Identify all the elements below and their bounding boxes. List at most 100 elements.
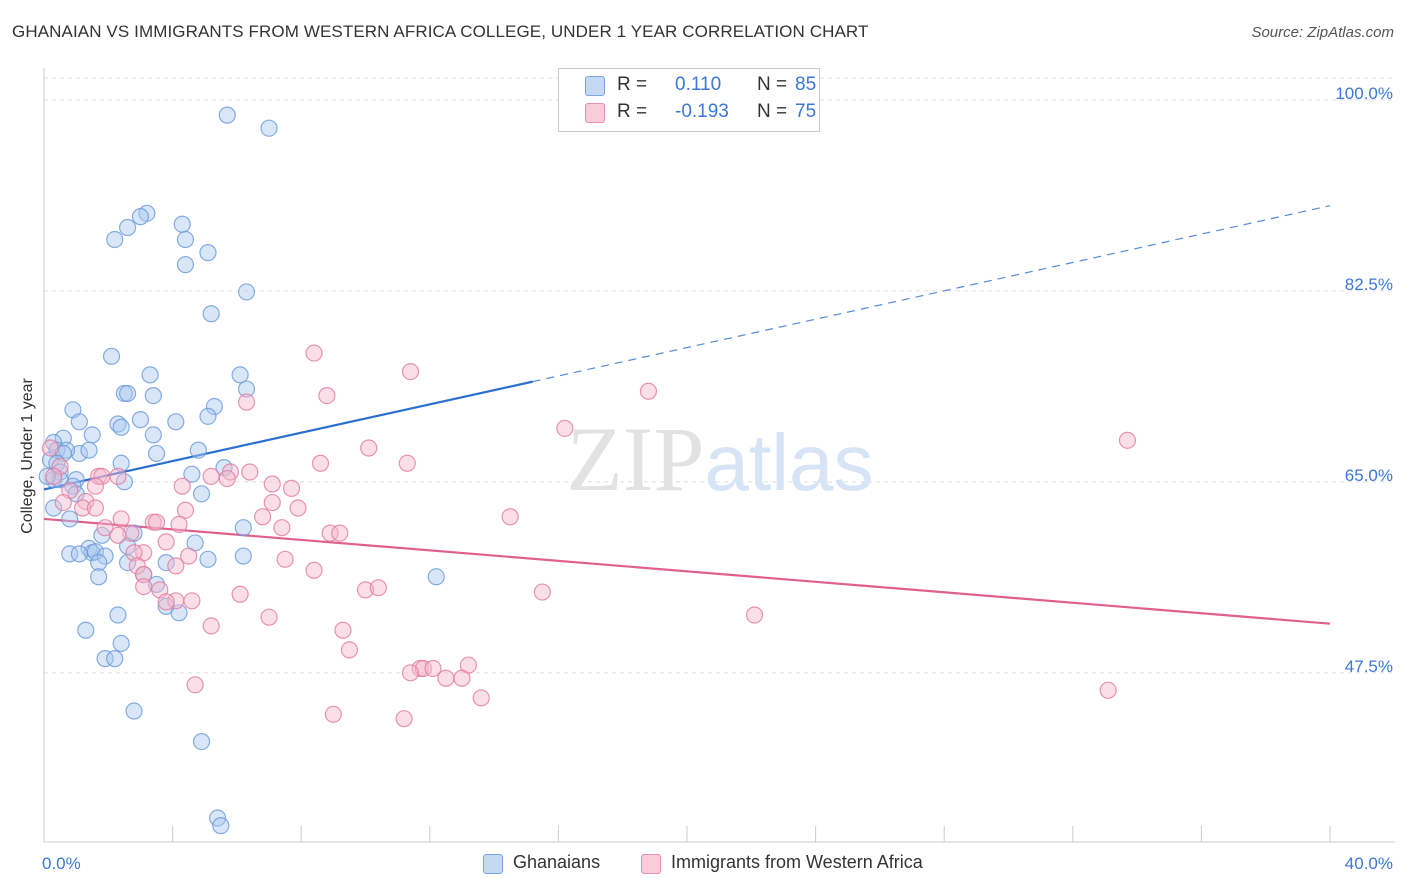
- y-axis-label: College, Under 1 year: [19, 378, 36, 534]
- data-point: [45, 499, 63, 517]
- data-points: [38, 106, 1137, 835]
- data-point: [202, 305, 220, 323]
- data-point: [96, 519, 114, 537]
- data-point: [472, 689, 490, 707]
- data-point: [144, 387, 162, 405]
- data-point: [263, 475, 281, 493]
- data-point: [276, 550, 294, 568]
- x-tick-label: 40.0%: [1345, 854, 1393, 873]
- data-point: [167, 557, 185, 575]
- data-point: [241, 463, 259, 481]
- data-point: [356, 581, 375, 599]
- y-tick-label: 47.5%: [1345, 657, 1393, 676]
- bottom-legend-swatch-immigrants: [641, 854, 661, 874]
- legend-n-label: N =: [757, 101, 788, 122]
- data-point: [202, 467, 220, 485]
- data-point: [453, 669, 471, 687]
- data-point: [260, 119, 278, 137]
- y-tick-label: 65.0%: [1345, 466, 1393, 485]
- data-point: [424, 659, 442, 678]
- data-point: [340, 641, 359, 659]
- watermark: ZIPatlas: [567, 408, 874, 510]
- data-point: [122, 524, 140, 542]
- legend-swatch-immigrants: [585, 103, 605, 123]
- data-point: [102, 347, 121, 365]
- legend-r-value: -0.193: [675, 101, 729, 122]
- data-point: [54, 493, 72, 512]
- data-point: [414, 659, 432, 678]
- y-tick-label: 100.0%: [1335, 84, 1393, 103]
- legend-r-value: 0.110: [675, 74, 722, 95]
- data-point: [96, 547, 114, 565]
- trend-lines: [43, 205, 1331, 625]
- data-point: [180, 547, 198, 565]
- data-point: [61, 510, 79, 528]
- data-point: [131, 208, 150, 226]
- data-point: [141, 366, 159, 384]
- data-point: [218, 469, 236, 488]
- data-point: [147, 513, 166, 531]
- data-point: [51, 457, 69, 476]
- watermark-zip: ZIP: [567, 408, 705, 510]
- data-point: [112, 510, 130, 528]
- data-point: [109, 606, 127, 624]
- data-point: [41, 439, 60, 457]
- data-point: [176, 501, 195, 519]
- data-point: [192, 485, 211, 503]
- trend-line: [43, 380, 533, 491]
- data-point: [192, 732, 211, 751]
- data-point: [205, 397, 223, 416]
- data-point: [202, 617, 220, 635]
- data-point: [360, 439, 378, 457]
- data-point: [1099, 681, 1117, 699]
- bottom-legend-label-immigrants: Immigrants from Western Africa: [671, 852, 923, 872]
- data-point: [331, 524, 349, 542]
- data-point: [106, 650, 124, 668]
- legend-n-label: N =: [757, 74, 788, 95]
- data-point: [77, 621, 95, 639]
- data-point: [1118, 431, 1137, 449]
- data-point: [125, 544, 143, 562]
- data-point: [324, 705, 342, 723]
- y-tick-label: 82.5%: [1345, 275, 1393, 294]
- data-point: [745, 606, 764, 624]
- data-point: [144, 426, 162, 444]
- data-point: [83, 426, 101, 444]
- source-credit: Source: ZipAtlas.com: [1251, 24, 1394, 41]
- data-point: [305, 344, 323, 362]
- data-point: [86, 477, 105, 495]
- data-point: [176, 230, 195, 249]
- data-point: [263, 493, 281, 512]
- series-points: [38, 106, 445, 835]
- data-point: [183, 592, 201, 610]
- data-point: [106, 230, 124, 249]
- legend-r-label: R =: [617, 74, 648, 95]
- data-point: [173, 477, 191, 495]
- data-point: [311, 454, 330, 472]
- data-point: [395, 710, 413, 728]
- data-point: [199, 407, 217, 425]
- data-point: [234, 547, 252, 565]
- data-point: [90, 553, 108, 572]
- data-point: [237, 283, 256, 301]
- data-point: [125, 702, 143, 720]
- data-point: [183, 465, 201, 483]
- data-point: [218, 106, 236, 124]
- data-point: [437, 669, 455, 687]
- data-point: [157, 553, 175, 572]
- y-axis-label-wrap: College, Under 1 year: [16, 378, 40, 534]
- data-point: [147, 444, 166, 463]
- data-point: [318, 387, 336, 405]
- data-point: [109, 467, 127, 485]
- data-point: [401, 362, 420, 381]
- data-point: [109, 526, 127, 544]
- data-point: [131, 411, 150, 429]
- data-point: [96, 650, 114, 668]
- data-point: [109, 415, 127, 433]
- bottom-legend-swatch-ghanaians: [483, 854, 503, 874]
- data-point: [118, 218, 137, 237]
- data-point: [237, 380, 256, 398]
- data-point: [321, 524, 339, 542]
- data-point: [73, 499, 92, 517]
